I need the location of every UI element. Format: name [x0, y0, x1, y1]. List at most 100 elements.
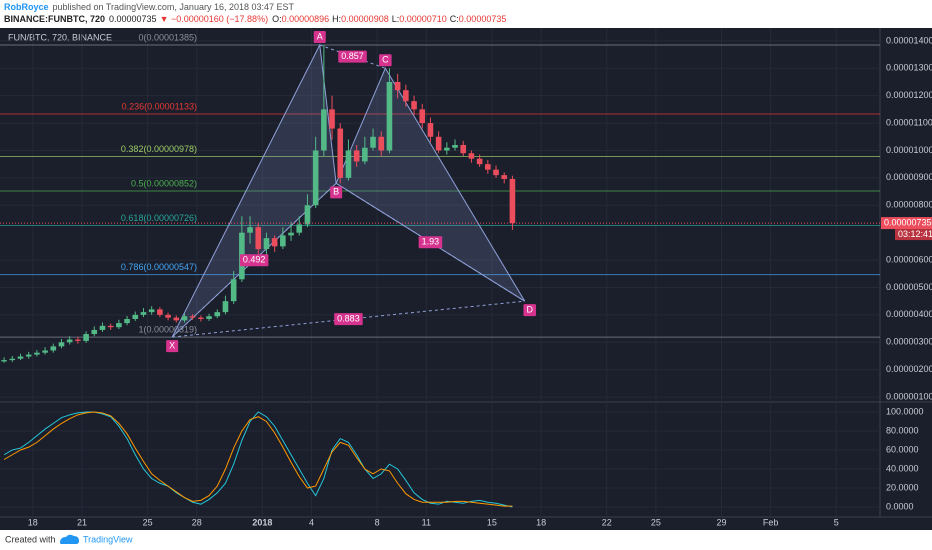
candle-body — [485, 164, 491, 170]
pattern-point-label-box — [523, 304, 536, 317]
y-tick-label: 0.00001100 — [886, 117, 932, 127]
pattern-point-label-box — [330, 186, 343, 199]
candle-body — [353, 150, 360, 162]
pattern-point-label-box — [379, 54, 392, 67]
candle-body — [132, 314, 139, 319]
candle-body — [107, 325, 114, 328]
candle-body — [435, 136, 442, 151]
candle-body — [411, 101, 417, 110]
candle-body — [468, 153, 475, 159]
candle-body — [116, 323, 122, 328]
y-tick-label: 0.00000600 — [886, 254, 932, 264]
pattern-leg — [172, 300, 525, 338]
pattern-point-label: A — [317, 31, 323, 41]
candle-body — [99, 325, 106, 330]
x-tick-label: 18 — [536, 517, 546, 527]
candle-body — [124, 318, 130, 324]
pattern-ratio-box — [418, 236, 443, 249]
candle-body — [214, 312, 221, 317]
ohlc-value: 0.00000710 — [399, 14, 447, 24]
ohlc-key: H: — [332, 14, 341, 24]
candle-body — [91, 329, 98, 335]
candle-body — [501, 175, 508, 179]
candle-body — [460, 144, 467, 154]
fib-label: 1(0.00000319) — [138, 324, 197, 334]
candle-body — [255, 227, 262, 250]
candle-body — [75, 339, 81, 341]
candle-body — [165, 314, 171, 318]
candle-body — [476, 158, 483, 165]
pattern-ratio: 0.857 — [341, 51, 364, 61]
candle-body — [452, 144, 458, 148]
candle-body — [403, 90, 409, 102]
candle-body — [362, 147, 368, 162]
footer-text: Created with — [5, 534, 56, 544]
y-tick-label: 0.00001300 — [886, 63, 932, 73]
y-tick-label: 0.00000100 — [886, 391, 932, 401]
candle-body — [271, 238, 278, 247]
candle-body — [247, 227, 253, 233]
published: published on TradingView.com, January 16… — [53, 2, 295, 12]
chart-title: FUN/BTC, 720, BINANCE — [8, 32, 112, 42]
pattern-point-label: B — [333, 187, 339, 197]
y2-tick-label: 20.0000 — [886, 482, 919, 492]
pattern-ratio-box — [338, 50, 367, 63]
fib-label: 0.5(0.00000852) — [131, 178, 197, 188]
candle-body — [83, 334, 89, 341]
candle-body — [66, 339, 73, 343]
y-tick-label: 0.00000400 — [886, 309, 932, 319]
fib-label: 0.236(0.00001133) — [122, 101, 197, 111]
candle-body — [394, 81, 401, 91]
pattern-ratio: 1.93 — [422, 237, 440, 247]
plot: 18 21 25 28 2018 4 8 11 15 18 22 25 29 Feb 5 0.00000100… — [0, 28, 932, 527]
chart-background — [0, 28, 932, 530]
x-tick-label: 21 — [77, 517, 87, 527]
last-price-box — [881, 217, 932, 230]
candle-body — [288, 232, 294, 236]
brand-logo — [60, 534, 79, 544]
ohlc-value: 0.00000908 — [341, 14, 389, 24]
y-tick-label: 0.00000900 — [886, 172, 932, 182]
y2-tick-label: 40.0000 — [886, 463, 919, 473]
pattern-ratio-box — [334, 313, 363, 326]
y-tick-label: 0.00000300 — [886, 337, 932, 347]
header-line-1: RobRoyce published on TradingView.com, Ja… — [4, 2, 295, 12]
pattern-point-label: D — [526, 305, 533, 315]
y2-tick-label: 0.0000 — [886, 501, 914, 511]
pattern-leg — [335, 182, 525, 302]
price: 0.00000735 — [109, 14, 157, 24]
candle-body — [337, 128, 344, 178]
footer-brand[interactable]: TradingView — [83, 534, 133, 544]
y-tick-label: 0.00001200 — [886, 90, 932, 100]
candle-body — [157, 309, 163, 315]
candle-body — [9, 358, 16, 361]
candle-body — [509, 178, 516, 224]
candle-body — [25, 354, 32, 357]
candle-body — [321, 109, 327, 151]
pattern-point-label-box — [166, 340, 179, 353]
ohlc-key: C: — [450, 14, 459, 24]
fib-label: 0.382(0.00000978) — [121, 144, 197, 154]
author[interactable]: RobRoyce — [4, 2, 49, 12]
candle-body — [173, 317, 180, 321]
candle-body — [419, 109, 426, 124]
y-tick-label: 0.00001400 — [886, 35, 932, 45]
x-tick-label: 22 — [602, 517, 612, 527]
y2-tick-label: 100.0000 — [886, 406, 924, 416]
stoch-line — [3, 411, 513, 507]
y-tick-label: 0.00000500 — [886, 282, 932, 292]
ohlc-value: 0.00000896 — [282, 14, 330, 24]
x-tick-label: Feb — [763, 517, 779, 527]
ohlc-value: 0.00000735 — [459, 14, 507, 24]
x-tick-label: 15 — [487, 517, 497, 527]
candle-body — [304, 205, 311, 225]
candle-body — [17, 356, 24, 359]
ohlc-key: O: — [272, 14, 282, 24]
candle-body — [1, 360, 7, 362]
candle-body — [296, 224, 303, 233]
pattern-ratio-box — [239, 254, 269, 267]
fib-label: 0(0.00001385) — [138, 32, 197, 42]
x-tick-label: 29 — [716, 517, 726, 527]
x-tick-label: 25 — [143, 517, 153, 527]
